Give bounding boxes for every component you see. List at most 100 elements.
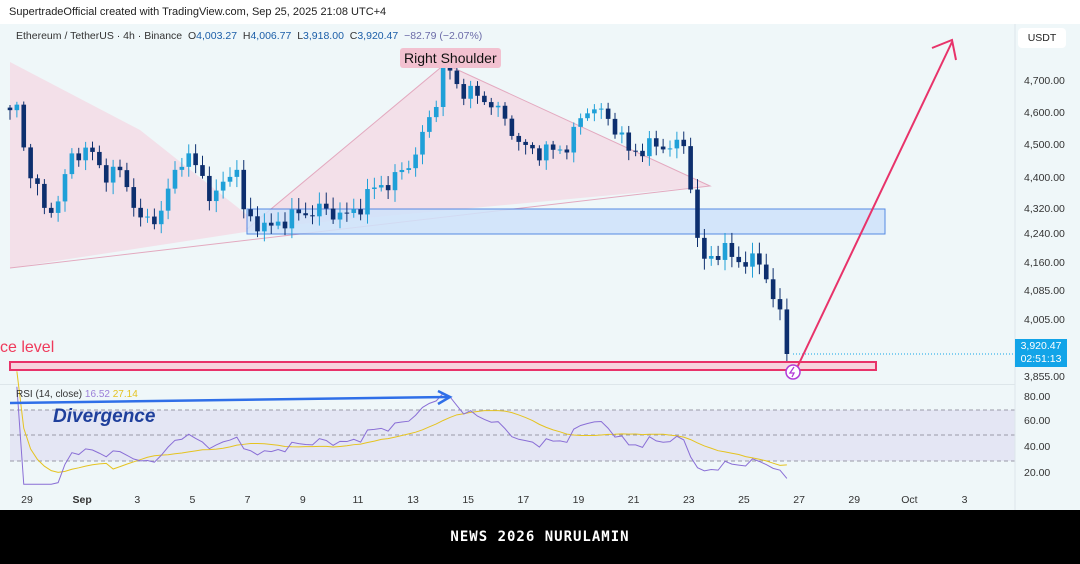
time-label: 21 [627,494,640,506]
candle-body [427,117,432,132]
open-value: 4,003.27 [196,30,238,42]
candle-body [124,170,130,188]
chart-attribution: SupertradeOfficial created with TradingV… [9,6,387,18]
candle-body [454,70,460,85]
divergence-label[interactable]: Divergence [53,406,156,427]
candle-body [337,212,343,220]
candle-body [76,153,82,161]
last-price: 3,920.47 [1020,340,1062,352]
chart-canvas[interactable] [0,0,1080,510]
currency-button[interactable]: USDT [1018,28,1066,48]
candle-body [303,213,308,216]
candle-body [227,176,233,182]
candle-body [7,107,13,111]
rsi-axis-label: 40.00 [1024,441,1051,453]
candle-body [21,104,27,148]
time-label: 25 [738,494,750,506]
candle-body [158,210,164,225]
rsi-axis-label: 20.00 [1024,467,1051,479]
support-zone [246,208,886,235]
time-label: 17 [517,494,530,506]
candle-body [262,222,267,232]
candle-body [702,237,707,259]
candle-body [165,188,171,211]
candle-body [502,105,508,119]
candle-body [537,148,542,161]
candle-body [172,169,178,189]
candle-body [530,144,535,149]
candle-body [516,135,522,142]
price-label: 4,400.00 [1024,172,1065,184]
time-label: 13 [407,494,419,506]
time-label: 3 [961,494,968,506]
candle-body [640,150,645,157]
candle-body [35,178,40,184]
candle-body [186,153,192,167]
close-label: C [349,30,358,42]
price-label: 3,855.00 [1024,371,1065,383]
candle-body [385,185,391,191]
time-label: 27 [793,494,805,506]
candle-body [695,189,700,238]
candle-body [275,221,281,226]
candle-body [14,104,20,111]
candle-body [523,141,528,145]
candle-body [351,209,357,214]
candle-body [598,108,604,110]
candle-body [282,221,288,229]
candle-body [626,132,632,151]
last-price-tag: 3,920.47 02:51:13 [1015,339,1067,367]
time-label: 3 [134,494,141,506]
candle-body [468,85,473,99]
time-label: 19 [572,494,585,506]
left-shoulder-triangle [10,62,265,268]
candle-body [90,147,95,152]
candle-body [110,166,116,183]
candle-body [612,118,618,135]
candle-body [28,147,33,179]
candle-body [406,168,412,170]
candle-body [715,256,721,260]
arrow-head-icon [931,38,957,61]
target-arrow [794,41,953,373]
candle-body [708,256,714,259]
low-value: 3,918.00 [303,30,344,42]
rsi-value: 16.52 [84,389,110,400]
candle-body [757,253,762,265]
candle-body [220,181,226,191]
bar-countdown: 02:51:13 [1020,353,1062,365]
candle-body [241,169,247,210]
candle-body [179,166,185,170]
divergence-arrow [9,395,449,405]
candle-body [488,102,494,108]
candle-body [433,106,439,118]
resistance-level-label[interactable]: ce level [0,339,55,356]
rsi-line [16,386,788,485]
candle-body [688,146,693,190]
candle-body [729,242,735,257]
candle-body [550,144,556,150]
candle-body [399,169,405,173]
candle-body [200,165,205,176]
candle-body [330,208,336,220]
resistance-zone [9,361,877,371]
candle-body [440,65,446,107]
candle-body [131,187,137,208]
candle-body [62,174,68,202]
symbol-name[interactable]: Ethereum / TetherUS · 4h · Binance [16,30,183,42]
candle-body [55,201,61,213]
candle-body [592,109,597,114]
price-label: 4,500.00 [1024,139,1065,151]
time-label: Oct [901,494,918,506]
right-shoulder-label[interactable]: Right Shoulder [400,48,501,68]
candle-body [763,264,769,280]
candle-body [681,139,687,147]
candle-body [674,139,680,149]
pane-divider [0,384,1015,385]
high-value: 4,006.77 [250,30,292,42]
candle-body [83,147,88,161]
candle-body [743,262,748,267]
head-triangle [247,64,710,229]
candle-body [495,105,501,108]
candle-body [482,95,487,103]
